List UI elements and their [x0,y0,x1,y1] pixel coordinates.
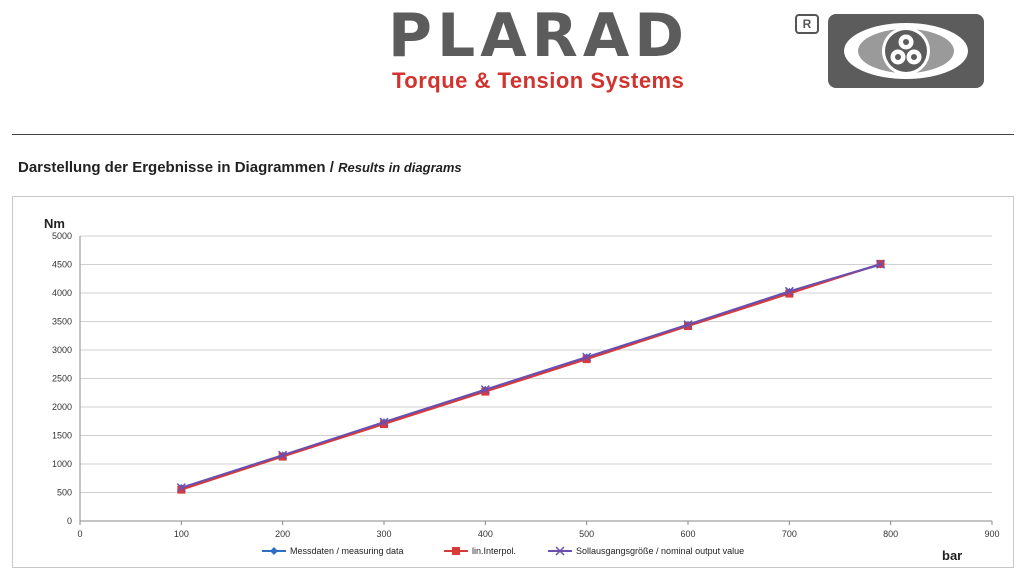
section-title: Darstellung der Ergebnisse in Diagrammen… [18,159,462,176]
series-3-point [379,417,389,427]
series-line-3 [181,263,881,489]
registered-mark: R [795,14,819,34]
x-tick-label: 600 [680,529,695,539]
series-3-point-stroke-b [683,320,693,330]
x-tick-label: 400 [478,529,493,539]
legend-label: lin.Interpol. [472,546,516,556]
y-tick-label: 2500 [52,374,72,384]
series-3-point [784,286,794,296]
series-3-point-stroke-b [480,385,490,395]
series-3-point-stroke-b [876,259,886,269]
section-title-en: Results in diagrams [338,160,462,175]
legend-swatch-marker [555,546,565,556]
logo-wordmark: PLARAD [388,1,690,71]
series-2-point [684,322,692,331]
series-line-2 [181,262,881,491]
y-tick-label: 3000 [52,345,72,355]
x-tick-label: 700 [782,529,797,539]
y-axis-label: Nm [44,216,65,231]
y-tick-label: 500 [57,488,72,498]
y-tick-label: 5000 [52,231,72,241]
legend-label: Messdaten / measuring data [290,546,404,556]
series-layer [176,259,886,494]
y-tick-label: 1000 [52,459,72,469]
x-tick-label: 800 [883,529,898,539]
series-3-point [582,352,592,362]
series-3-point-stroke-b [278,450,288,460]
y-tick-label: 0 [67,516,72,526]
series-3-point-stroke-b [784,286,794,296]
legend-swatch-marker-stroke-b [555,546,565,556]
y-tick-label: 4000 [52,288,72,298]
series-3-point [278,450,288,460]
chart-frame [12,196,1014,568]
section-title-de: Darstellung der Ergebnisse in Diagrammen… [18,159,334,176]
legend-swatch-marker [452,547,460,555]
x-tick-label: 500 [579,529,594,539]
axis-layer: 0500100015002000250030003500400045005000… [44,216,1000,563]
x-tick-label: 900 [984,529,999,539]
series-3-point [876,259,886,269]
logo-tagline: Torque & Tension Systems [392,68,685,93]
x-tick-label: 200 [275,529,290,539]
x-tick-label: 300 [376,529,391,539]
logo-emblem [828,14,984,88]
legend-swatch-marker [270,547,278,555]
series-2-point [582,355,591,364]
series-3-point-stroke-b [176,483,186,493]
y-tick-label: 2000 [52,402,72,412]
series-2-point [278,452,287,461]
legend-layer: Messdaten / measuring data lin.Interpol. S… [262,546,744,556]
series-2-point [785,289,794,298]
y-tick-label: 1500 [52,431,72,441]
y-tick-label: 3500 [52,317,72,327]
series-2-point [380,420,388,429]
legend-label: Sollausgangsgröße / nominal output value [576,546,744,556]
series-3-point [176,483,186,493]
grid-layer [80,235,992,522]
series-3-point-stroke-b [379,417,389,427]
series-3-point [683,320,693,330]
x-tick-label: 0 [77,529,82,539]
series-3-point-stroke-b [582,352,592,362]
x-axis-label: bar [942,548,962,563]
y-tick-label: 4500 [52,260,72,270]
x-tick-label: 100 [174,529,189,539]
header-divider [12,134,1014,135]
series-2-point [481,387,490,396]
series-2-point [177,485,186,494]
series-3-point [480,385,490,395]
